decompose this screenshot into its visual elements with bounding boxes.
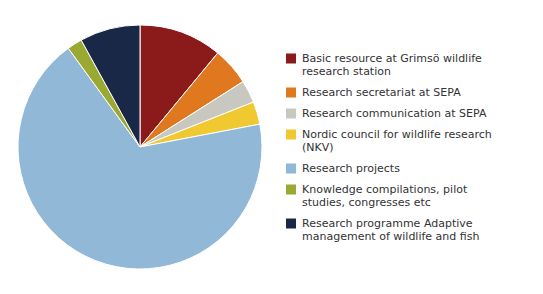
legend-item: Knowledge compilations, pilotstudies, co… <box>286 183 468 209</box>
legend-item: Basic resource at Grimsö wildliferesearc… <box>286 52 482 78</box>
pie-slice <box>81 25 140 147</box>
legend-item: Research programme Adaptivemanagement of… <box>286 217 479 243</box>
legend-swatch <box>286 185 296 195</box>
legend-label-line: (NKV) <box>302 141 334 154</box>
legend-label: Research programme Adaptivemanagement of… <box>302 217 479 243</box>
legend-label-line: Research secretariat at SEPA <box>302 86 461 99</box>
legend-label-line: research station <box>302 65 391 78</box>
legend-label-line: management of wildlife and fish <box>302 230 479 243</box>
chart-container: Basic resource at Grimsö wildliferesearc… <box>0 0 543 294</box>
legend-swatch <box>286 88 296 98</box>
legend-label: Research communication at SEPA <box>302 107 487 120</box>
legend-label-line: Knowledge compilations, pilot <box>302 183 468 196</box>
legend-item: Research communication at SEPA <box>286 107 487 120</box>
legend-item: Research projects <box>286 162 400 175</box>
pie <box>18 25 262 269</box>
legend-swatch <box>286 130 296 140</box>
legend-label: Research projects <box>302 162 400 175</box>
legend-label: Research secretariat at SEPA <box>302 86 461 99</box>
legend-swatch <box>286 54 296 64</box>
legend-swatch <box>286 219 296 229</box>
legend: Basic resource at Grimsö wildliferesearc… <box>286 52 492 243</box>
legend-label-line: Nordic council for wildlife research <box>302 128 492 141</box>
legend-label: Basic resource at Grimsö wildliferesearc… <box>302 52 482 78</box>
legend-label-line: studies, congresses etc <box>302 196 431 209</box>
legend-label-line: Research programme Adaptive <box>302 217 473 230</box>
legend-label: Nordic council for wildlife research(NKV… <box>302 128 492 154</box>
legend-item: Nordic council for wildlife research(NKV… <box>286 128 492 154</box>
legend-item: Research secretariat at SEPA <box>286 86 461 99</box>
legend-swatch <box>286 164 296 174</box>
legend-label: Knowledge compilations, pilotstudies, co… <box>302 183 468 209</box>
legend-swatch <box>286 109 296 119</box>
legend-label-line: Research communication at SEPA <box>302 107 487 120</box>
chart: Basic resource at Grimsö wildliferesearc… <box>0 0 543 294</box>
legend-label-line: Basic resource at Grimsö wildlife <box>302 52 482 65</box>
legend-label-line: Research projects <box>302 162 400 175</box>
